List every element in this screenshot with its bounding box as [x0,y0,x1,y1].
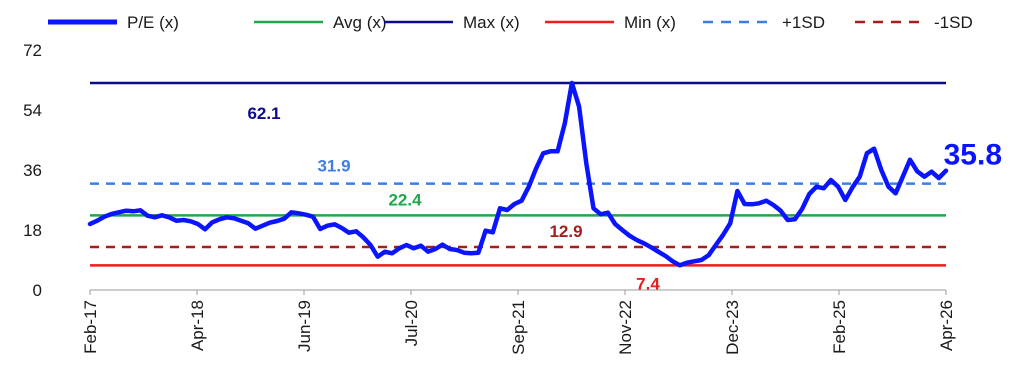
y-axis: 0 18 36 54 72 [23,41,42,300]
chart-legend: P/E (x) Avg (x) Max (x) Min (x) +1SD -1SD [48,13,973,32]
x-tick-label: Dec-23 [723,300,742,355]
pe-series-line [87,80,949,268]
legend-label-1sd: -1SD [934,13,973,32]
y-tick-label: 72 [23,41,42,60]
legend-label-min-x: Min (x) [624,13,676,32]
x-axis: Feb-17 Apr-18 Jun-19 Jul-20 Sep-21 Nov-22 Dec-… [81,289,956,355]
legend-label-avg-x: Avg (x) [333,13,387,32]
x-tick-label: Feb-25 [830,300,849,354]
x-tick-label: Jun-19 [295,300,314,352]
ref-value-label-max-x: 62.1 [247,104,280,123]
y-tick-label: 54 [23,101,42,120]
legend-label-p-e-x: P/E (x) [127,13,179,32]
pe-last-value-label: 35.8 [944,139,1002,172]
x-tick-label: Jul-20 [402,300,421,346]
x-tick-label: Nov-22 [616,300,635,355]
value-labels: 62.1 31.9 22.4 12.9 7.4 35.8 [247,104,1002,293]
series-layer [87,80,949,268]
ref-value-label-min-x: 7.4 [636,274,660,293]
y-tick-label: 18 [23,221,42,240]
x-tick-label: Sep-21 [509,300,528,355]
y-tick-label: 36 [23,161,42,180]
y-tick-label: 0 [33,281,42,300]
ref-value-label-1sd: 12.9 [549,222,582,241]
legend-label-1sd: +1SD [782,13,825,32]
x-tick-label: Apr-18 [188,300,207,351]
reference-lines [90,81,946,267]
ref-value-label-avg-x: 22.4 [388,190,422,209]
ref-value-label-1sd: 31.9 [317,157,350,176]
legend-label-max-x: Max (x) [463,13,520,32]
x-tick-label: Apr-26 [937,300,956,351]
x-tick-label: Feb-17 [81,300,100,354]
